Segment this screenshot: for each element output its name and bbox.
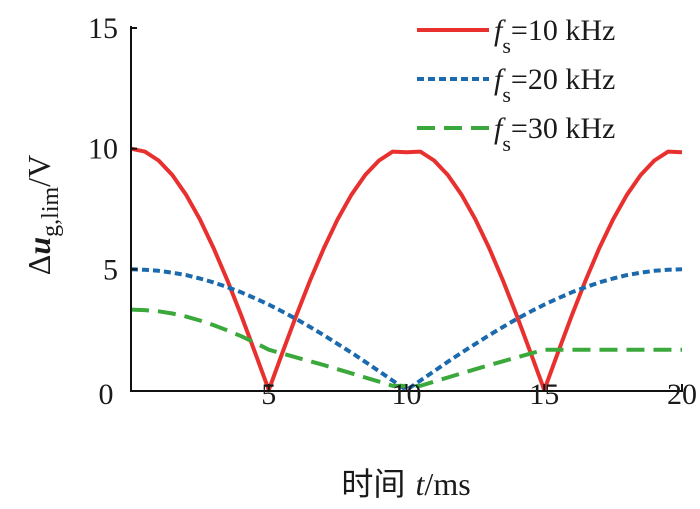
y-tick-label: 15 (88, 12, 118, 45)
x-axis-label-prefix: 时间 (341, 465, 415, 503)
x-axis-label: 时间 t/ms (341, 465, 470, 503)
x-tick-label: 15 (529, 378, 559, 411)
y-tick-label: 10 (88, 133, 118, 166)
series-line-3 (130, 307, 682, 388)
legend-label-2: fs=20 kHz (494, 63, 615, 107)
y-axis-label: Δug,lim/V (21, 155, 64, 275)
plot-lines (130, 146, 683, 392)
y-tick-label: 5 (103, 253, 118, 286)
ticks: 5 10 15 20 5 10 15 (88, 12, 697, 411)
y-axis-label-unit: /V (21, 155, 57, 187)
legend-label-3: fs=30 kHz (494, 112, 615, 156)
legend-value: =20 kHz (511, 63, 615, 96)
legend-sub: s (502, 82, 511, 107)
x-tick-label: 5 (261, 378, 276, 411)
legend-label-1: fs=10 kHz (494, 14, 615, 58)
series-line-2 (130, 267, 683, 392)
origin-label: 0 (99, 378, 114, 411)
legend-value: =10 kHz (511, 14, 615, 47)
x-axis-label-unit: /ms (424, 466, 470, 502)
legend-sub: s (502, 131, 511, 156)
legend-sub: s (502, 33, 511, 58)
legend-value: =30 kHz (511, 112, 615, 145)
legend: fs=10 kHz fs=20 kHz fs=30 kHz (417, 14, 615, 156)
x-tick-label: 10 (392, 378, 422, 411)
y-axis-label-sub: g,lim (38, 186, 64, 236)
x-tick-label: 20 (667, 378, 697, 411)
series-line-1 (130, 146, 683, 392)
y-axis-label-var: u (21, 237, 57, 255)
x-axis-label-var: t (416, 466, 426, 502)
y-axis-label-prefix: Δ (21, 255, 57, 276)
